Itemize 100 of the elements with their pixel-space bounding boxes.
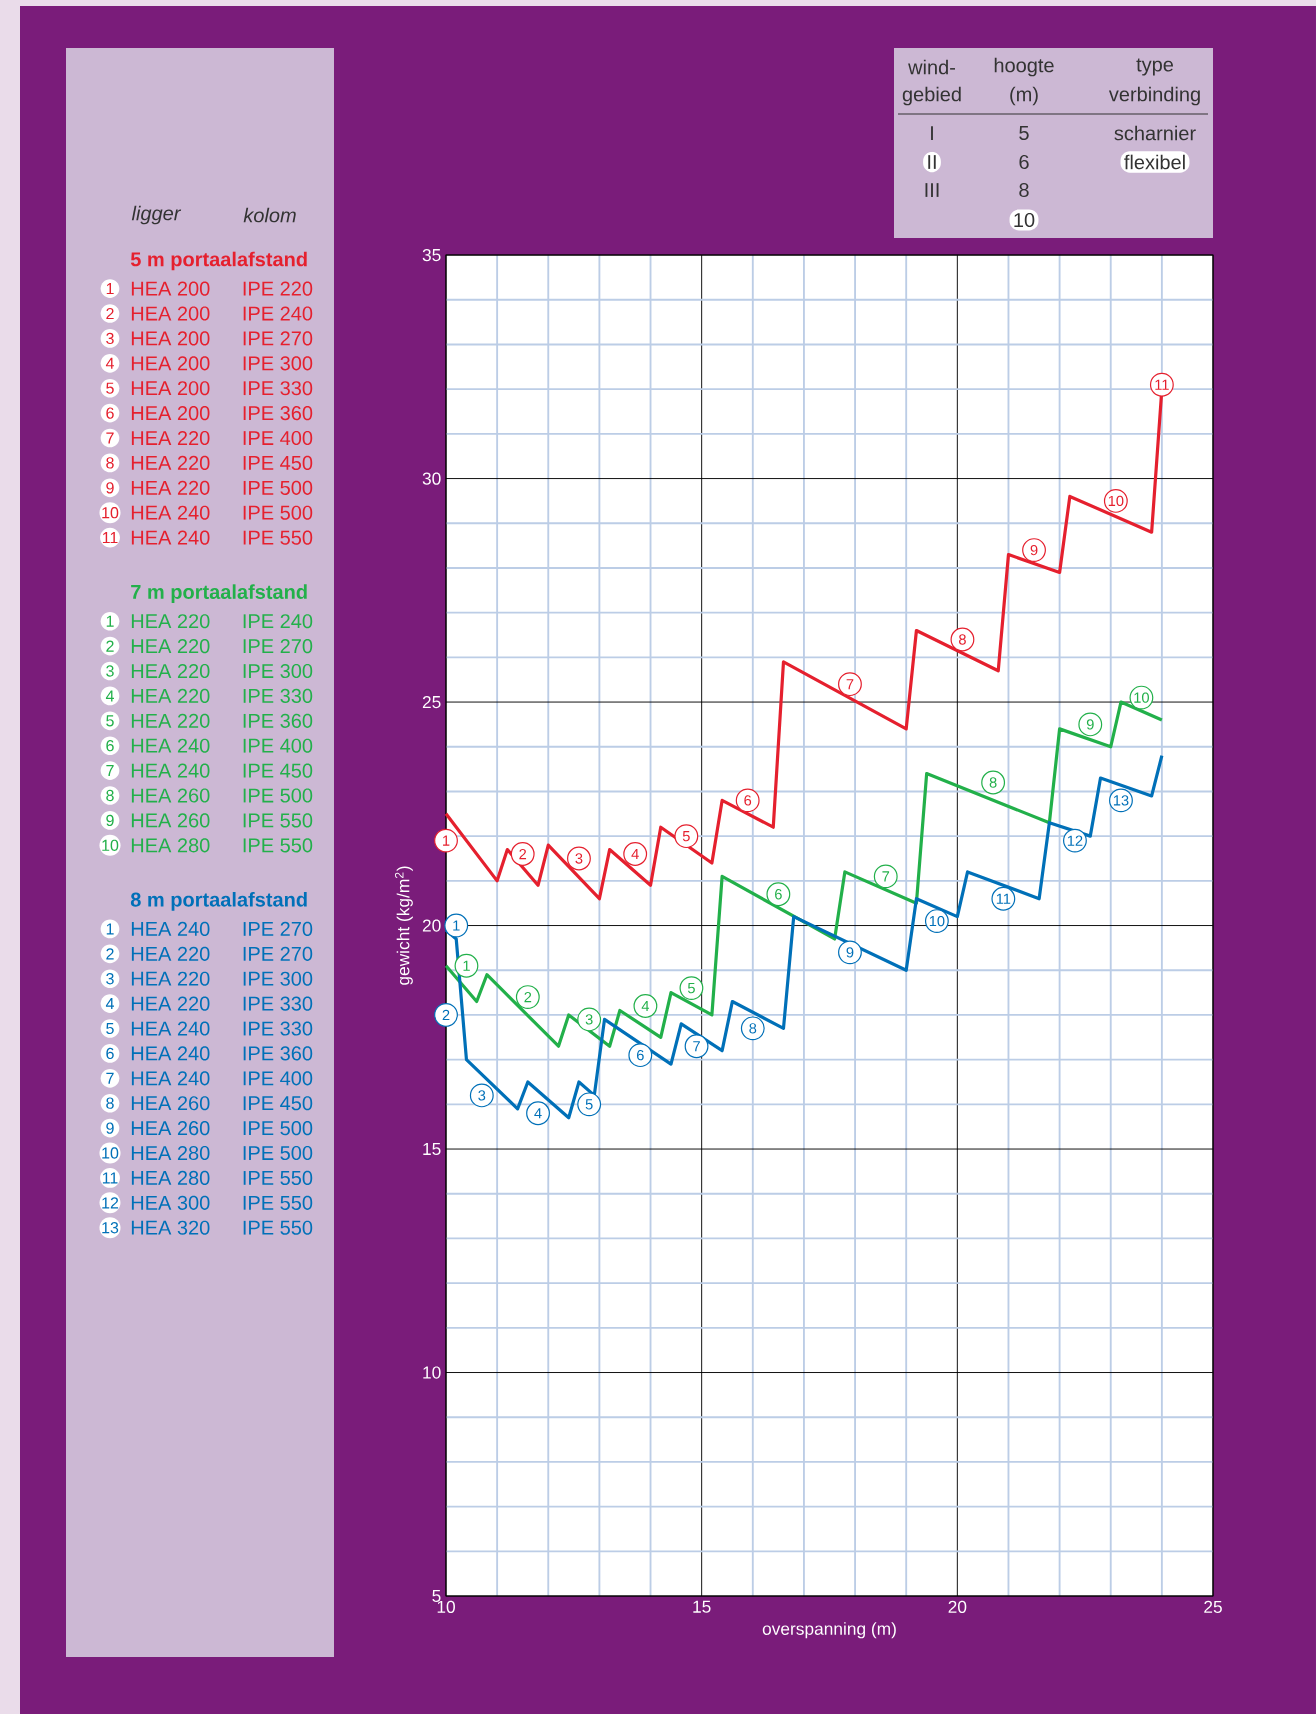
- line-series: [444, 754, 1164, 1120]
- text: IPE 500: [243, 505, 313, 520]
- text: IPE 330: [243, 996, 313, 1011]
- text: IPE 450: [243, 455, 313, 470]
- text: 7: [106, 1072, 114, 1084]
- annotation: 2: [524, 991, 532, 1003]
- text: 8: [1019, 182, 1029, 198]
- text: 1: [106, 923, 114, 935]
- text: IPE 550: [243, 1170, 313, 1185]
- annotation: 1: [463, 960, 470, 971]
- text: HEA 220: [131, 996, 210, 1011]
- annotation: 4: [641, 1000, 650, 1012]
- text: IPE 330: [243, 688, 313, 703]
- annotation: 4: [631, 848, 639, 860]
- y-tick-label: 15: [423, 1142, 441, 1156]
- text: 5: [106, 1022, 114, 1035]
- text: IPE 450: [243, 763, 313, 778]
- text: IPE 240: [243, 614, 313, 629]
- text: IPE 550: [243, 530, 313, 545]
- text: HEA 220: [131, 713, 210, 728]
- annotation: 7: [693, 1041, 700, 1052]
- y-tick-label: 25: [422, 695, 441, 709]
- text: HEA 300: [131, 1195, 210, 1210]
- text: HEA 280: [131, 1145, 210, 1161]
- y-tick-label: 5: [432, 1589, 441, 1603]
- text: 9: [106, 814, 114, 827]
- text: 6: [1019, 154, 1029, 170]
- text: 1: [106, 283, 114, 295]
- annotation: 8: [989, 777, 997, 788]
- text: HEA 220: [131, 639, 210, 654]
- annotation: 9: [1030, 544, 1038, 556]
- text: IPE 550: [243, 838, 313, 853]
- annotation: 11: [996, 893, 1011, 904]
- text: 5: [106, 382, 114, 394]
- x-tick-label: 15: [693, 1600, 711, 1613]
- text: IPE 330: [243, 1021, 313, 1036]
- annotation: 3: [575, 853, 583, 864]
- text: 1: [106, 615, 114, 627]
- text: IPE 360: [243, 406, 313, 421]
- text: 4: [105, 357, 114, 369]
- annotation: 6: [775, 889, 782, 900]
- text: verbinding: [1108, 86, 1200, 106]
- annotation: 11: [1155, 379, 1169, 390]
- text: HEA 200: [131, 356, 210, 371]
- text: HEA 240: [131, 530, 210, 545]
- text: scharnier: [1114, 125, 1196, 141]
- text: IPE 550: [243, 1195, 313, 1210]
- annotation: 9: [1086, 719, 1094, 730]
- x-axis-title: overspanning (m): [762, 1622, 896, 1639]
- text: 7: [106, 432, 114, 444]
- text: 11: [102, 532, 118, 544]
- text: 2: [106, 948, 114, 960]
- annotation: 6: [744, 795, 752, 806]
- annotation: 2: [519, 848, 527, 860]
- annotation: 7: [846, 679, 854, 690]
- text: HEA 240: [131, 921, 210, 936]
- text: HEA 220: [131, 480, 210, 495]
- text: I: [931, 126, 933, 140]
- text: HEA 220: [131, 946, 210, 961]
- text: HEA 260: [131, 1121, 210, 1136]
- text: 8: [106, 457, 114, 469]
- text: flexibel: [1124, 154, 1185, 170]
- text: 12: [102, 1197, 119, 1209]
- text: 3: [106, 973, 114, 985]
- annotation: 2: [442, 1009, 450, 1021]
- text: IPE 240: [243, 306, 313, 321]
- text: HEA 200: [131, 281, 210, 296]
- annotation: 10: [929, 915, 945, 927]
- text: kolom: [243, 207, 296, 223]
- text: 10: [102, 839, 119, 851]
- text: HEA 200: [131, 381, 210, 396]
- text: HEA 260: [131, 788, 210, 803]
- annotation: 1: [443, 835, 450, 846]
- annotation: 4: [534, 1108, 542, 1119]
- text: 5: [1019, 126, 1029, 140]
- text: 6: [106, 1047, 114, 1060]
- annotation: 1: [453, 920, 460, 931]
- text: IPE 500: [243, 788, 313, 803]
- text: HEA 240: [131, 763, 210, 778]
- text: HEA 260: [131, 813, 210, 828]
- text: 10: [102, 507, 119, 519]
- text: IPE 500: [243, 1145, 313, 1161]
- text: HEA 200: [131, 306, 210, 321]
- text: HEA 240: [131, 505, 210, 520]
- text: IPE 300: [243, 971, 313, 986]
- text: HEA 260: [131, 1096, 210, 1111]
- text: HEA 220: [131, 614, 210, 629]
- annotation: 5: [687, 983, 695, 994]
- annotation: 3: [478, 1090, 486, 1101]
- text: 9: [106, 482, 114, 494]
- x-tick-label: 20: [948, 1600, 967, 1613]
- annotation: 8: [959, 634, 966, 645]
- text: IPE 400: [243, 738, 313, 753]
- annotation: 9: [846, 947, 854, 958]
- text: 13: [102, 1222, 119, 1234]
- text: gebied: [902, 86, 961, 106]
- x-tick-label: 10: [437, 1600, 455, 1613]
- text: HEA 320: [131, 1220, 210, 1235]
- y-tick-label: 30: [422, 472, 441, 485]
- text: 7: [106, 765, 114, 777]
